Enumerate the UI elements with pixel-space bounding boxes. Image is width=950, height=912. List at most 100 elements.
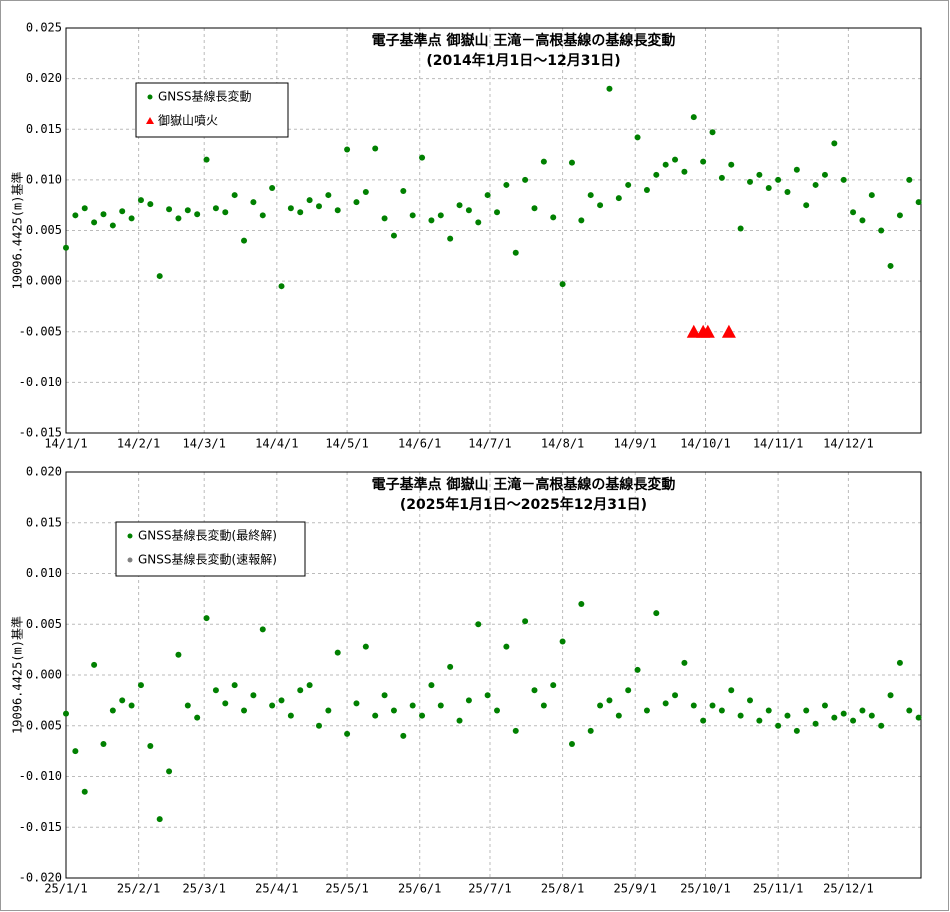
marker-point bbox=[887, 262, 894, 269]
x-tick-label: 14/1/1 bbox=[44, 437, 87, 451]
marker-point bbox=[269, 184, 276, 191]
marker-point bbox=[372, 712, 379, 719]
y-tick-label: -0.015 bbox=[19, 820, 62, 834]
marker-point bbox=[400, 188, 407, 195]
marker-point bbox=[419, 712, 426, 719]
marker-point bbox=[128, 215, 135, 222]
y-tick-label: 0.010 bbox=[26, 172, 62, 186]
marker-point bbox=[775, 722, 782, 729]
marker-point bbox=[531, 687, 538, 694]
marker-point bbox=[840, 176, 847, 183]
marker-point bbox=[306, 682, 313, 689]
x-tick-label: 14/6/1 bbox=[398, 437, 441, 451]
marker-point bbox=[156, 273, 163, 280]
marker-point bbox=[850, 209, 857, 216]
x-tick-label: 14/2/1 bbox=[117, 437, 160, 451]
marker-point bbox=[503, 181, 510, 188]
marker-point bbox=[718, 174, 725, 181]
y-tick-label: 0.005 bbox=[26, 617, 62, 631]
marker-triangle bbox=[686, 324, 701, 338]
legend-marker bbox=[146, 117, 154, 124]
marker-point bbox=[578, 217, 585, 224]
marker-point bbox=[428, 682, 435, 689]
marker-point bbox=[119, 208, 126, 215]
marker-point bbox=[241, 237, 248, 244]
y-tick-label: 0.020 bbox=[26, 71, 62, 85]
marker-point bbox=[362, 189, 369, 196]
marker-point bbox=[540, 158, 547, 165]
marker-point bbox=[728, 687, 735, 694]
x-tick-label: 25/4/1 bbox=[255, 882, 298, 896]
marker-point bbox=[484, 692, 491, 699]
y-tick-label: 0.015 bbox=[26, 515, 62, 529]
chart-title: 電子基準点 御嶽山 王滝－高根基線の基線長変動 bbox=[372, 32, 676, 49]
marker-point bbox=[559, 281, 566, 288]
marker-point bbox=[437, 212, 444, 219]
chart-subtitle: (2025年1月1日～2025年12月31日) bbox=[400, 496, 647, 513]
marker-point bbox=[587, 727, 594, 734]
marker-point bbox=[494, 209, 501, 216]
marker-point bbox=[353, 199, 360, 206]
marker-point bbox=[503, 643, 510, 650]
x-tick-label: 14/8/1 bbox=[541, 437, 584, 451]
marker-point bbox=[868, 712, 875, 719]
marker-point bbox=[194, 211, 201, 218]
x-tick-label: 14/10/1 bbox=[680, 437, 731, 451]
marker-point bbox=[287, 205, 294, 212]
marker-point bbox=[231, 192, 238, 199]
marker-point bbox=[878, 722, 885, 729]
marker-point bbox=[269, 702, 276, 709]
marker-point bbox=[100, 211, 107, 218]
legend-marker bbox=[127, 557, 133, 563]
marker-point bbox=[315, 722, 322, 729]
chart-title: 電子基準点 御嶽山 王滝－高根基線の基線長変動 bbox=[372, 476, 676, 493]
marker-point bbox=[315, 203, 322, 210]
marker-point bbox=[259, 626, 266, 633]
marker-point bbox=[334, 649, 341, 656]
marker-point bbox=[400, 732, 407, 739]
x-tick-label: 14/12/1 bbox=[823, 437, 874, 451]
x-tick-label: 25/9/1 bbox=[614, 882, 657, 896]
marker-point bbox=[390, 232, 397, 239]
marker-point bbox=[653, 171, 660, 178]
legend-label: GNSS基線長変動(最終解) bbox=[138, 528, 277, 543]
chart-subtitle: (2014年1月1日～12月31日) bbox=[426, 52, 620, 69]
x-tick-label: 14/9/1 bbox=[614, 437, 657, 451]
marker-point bbox=[325, 707, 332, 714]
marker-point bbox=[906, 707, 913, 714]
y-tick-label: -0.015 bbox=[19, 426, 62, 440]
marker-point bbox=[737, 225, 744, 232]
marker-point bbox=[212, 205, 219, 212]
marker-point bbox=[775, 176, 782, 183]
marker-point bbox=[765, 707, 772, 714]
y-tick-label: 0.000 bbox=[26, 274, 62, 288]
y-tick-label: 0.010 bbox=[26, 566, 62, 580]
x-tick-label: 14/3/1 bbox=[183, 437, 226, 451]
marker-point bbox=[859, 217, 866, 224]
y-axis-label: 19096.4425(m)基準 bbox=[10, 616, 25, 734]
x-tick-label: 25/7/1 bbox=[468, 882, 511, 896]
y-tick-label: 0.015 bbox=[26, 122, 62, 136]
x-tick-label: 25/6/1 bbox=[398, 882, 441, 896]
marker-point bbox=[662, 161, 669, 168]
x-tick-label: 14/4/1 bbox=[255, 437, 298, 451]
y-tick-label: 0.020 bbox=[26, 465, 62, 479]
marker-point bbox=[821, 171, 828, 178]
marker-point bbox=[241, 707, 248, 714]
marker-point bbox=[465, 207, 472, 214]
marker-point bbox=[203, 615, 210, 622]
marker-point bbox=[278, 697, 285, 704]
marker-triangle bbox=[700, 324, 715, 338]
marker-point bbox=[409, 702, 416, 709]
x-tick-label: 25/8/1 bbox=[541, 882, 584, 896]
marker-point bbox=[662, 700, 669, 707]
marker-point bbox=[278, 283, 285, 290]
marker-point bbox=[428, 217, 435, 224]
marker-point bbox=[803, 202, 810, 209]
legend-box bbox=[115, 521, 306, 577]
marker-point bbox=[63, 710, 69, 717]
marker-point bbox=[306, 197, 313, 204]
marker-point bbox=[681, 168, 688, 175]
marker-point bbox=[390, 707, 397, 714]
marker-point bbox=[512, 249, 519, 256]
